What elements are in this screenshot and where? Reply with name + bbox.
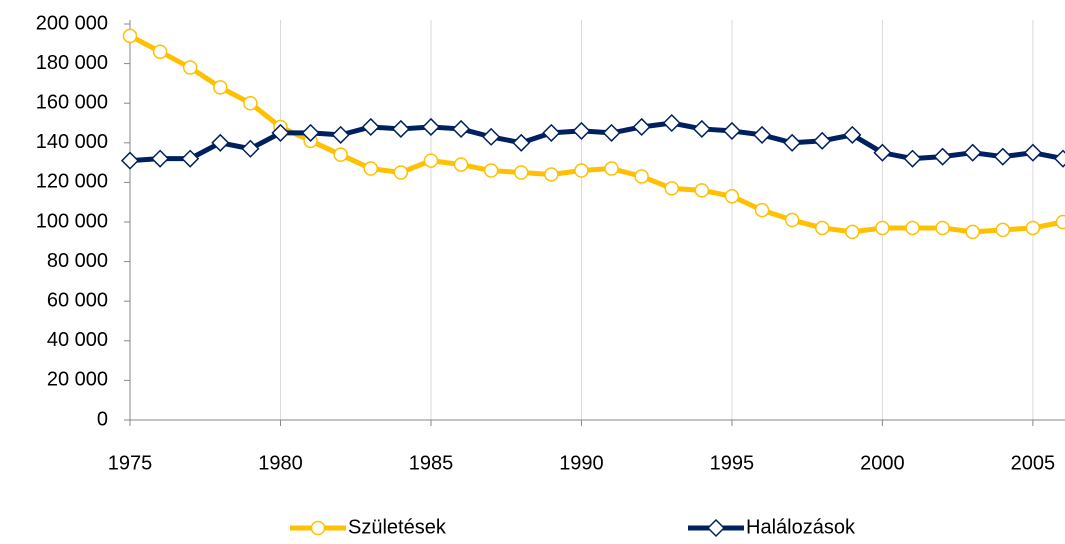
y-tick-label: 60 000 [47,289,108,311]
marker [905,220,920,236]
marker [452,119,471,139]
marker [843,125,862,144]
marker [333,147,348,162]
marker [875,220,890,236]
marker [965,224,980,240]
marker [361,117,380,137]
marker [1053,149,1065,168]
marker [784,212,800,228]
y-tick-label: 120 000 [36,171,108,193]
marker [512,133,531,152]
x-tick-label: 1995 [710,452,755,474]
y-tick-label: 100 000 [36,210,108,232]
marker [211,133,230,152]
y-tick-label: 40 000 [47,329,108,351]
marker [271,123,290,142]
marker [453,157,469,172]
marker [574,163,589,178]
marker [482,127,501,146]
marker [903,149,922,168]
marker [963,143,982,162]
marker [662,113,681,133]
y-tick-label: 20 000 [47,369,108,391]
marker [151,149,170,168]
marker [241,139,260,158]
marker [152,44,168,59]
marker [664,181,679,196]
legend-marker [310,520,326,536]
y-tick-label: 160 000 [36,91,108,113]
marker [993,147,1012,166]
x-tick-label: 1985 [409,452,454,474]
marker [483,163,499,178]
marker [181,149,200,168]
marker [542,123,561,142]
series-line [129,120,1064,164]
marker [813,131,832,150]
marker [363,161,379,176]
marker [935,220,950,236]
marker [722,121,741,140]
marker [754,202,770,218]
marker [393,165,409,180]
y-tick-label: 180 000 [36,52,108,74]
y-tick-label: 0 [97,408,108,430]
marker [724,189,740,204]
marker [572,121,591,140]
legend-label: Születések [348,516,447,538]
marker [182,60,198,75]
legend-label: Halálozások [746,516,856,538]
marker [1025,220,1041,236]
legend-marker [706,518,726,538]
marker [632,117,651,137]
x-tick-label: 2000 [860,452,905,474]
marker [1055,214,1065,230]
marker [814,220,830,236]
marker [933,147,952,166]
y-tick-label: 80 000 [47,250,108,272]
marker [604,161,619,176]
marker [544,167,559,182]
marker [421,117,441,137]
marker [213,80,228,95]
x-tick-label: 1975 [108,452,153,474]
marker [243,95,258,111]
marker [634,169,649,184]
marker [602,123,621,142]
y-tick-label: 200 000 [36,12,108,34]
marker [783,133,802,152]
marker [391,119,410,139]
marker [301,123,320,142]
marker [752,125,772,144]
marker [331,125,350,144]
marker [423,153,439,168]
marker [995,222,1011,238]
marker [694,183,710,198]
marker [1023,143,1042,162]
marker [692,119,711,139]
marker [120,151,140,170]
marker [122,28,138,44]
marker [873,143,892,162]
marker [514,165,529,180]
x-tick-label: 1990 [559,452,604,474]
marker [845,224,860,240]
x-tick-label: 2005 [1011,452,1056,474]
x-tick-label: 1980 [258,452,303,474]
y-tick-label: 140 000 [36,131,108,153]
